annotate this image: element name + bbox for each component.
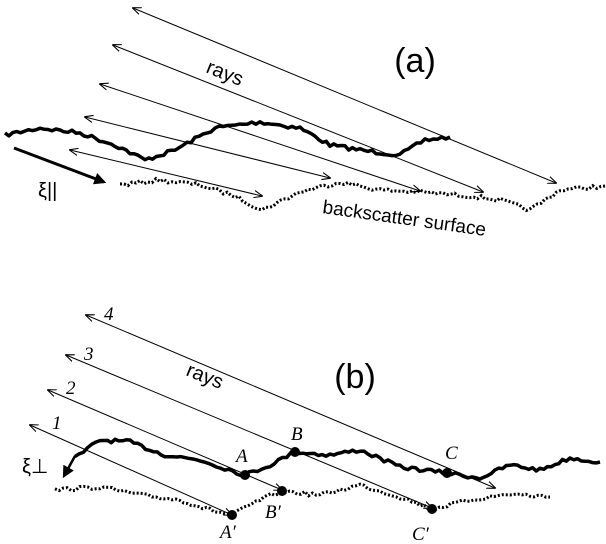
point-label: C′: [412, 524, 430, 544]
ray: [30, 425, 232, 515]
xi-label: ξ⊥: [22, 456, 48, 478]
ray-number: 2: [66, 378, 76, 399]
diagram: (a) rays ξ|| backscatter surface 4 3 2 1…: [0, 0, 606, 544]
ray-number: 1: [52, 413, 62, 434]
rough-surface: [75, 439, 600, 479]
surface-label: backscatter surface: [321, 197, 487, 241]
panel-label: (b): [334, 358, 376, 396]
ray-number: 3: [83, 344, 94, 365]
panel-label: (a): [394, 42, 436, 80]
point: [290, 447, 300, 457]
point-label: A′: [218, 522, 237, 543]
backscatter-surface: [55, 484, 550, 515]
point-label: A: [234, 446, 248, 467]
point: [240, 470, 250, 480]
rays-label: rays: [203, 56, 246, 91]
point-label: B: [291, 424, 303, 445]
point: [277, 486, 287, 496]
point: [442, 468, 452, 478]
ray: [66, 355, 432, 508]
xi-arrow: [64, 456, 75, 476]
xi-arrow: [14, 148, 104, 182]
rays-label: rays: [183, 359, 226, 394]
xi-label: ξ||: [38, 180, 57, 202]
rough-surface: [5, 122, 450, 160]
ray: [86, 315, 495, 488]
point: [427, 504, 437, 514]
point: [227, 510, 237, 520]
ray: [100, 84, 420, 191]
ray: [133, 8, 556, 183]
point-label: C: [445, 443, 458, 464]
ray: [70, 150, 262, 196]
ray-number: 4: [104, 304, 114, 325]
point-label: B′: [265, 502, 282, 523]
